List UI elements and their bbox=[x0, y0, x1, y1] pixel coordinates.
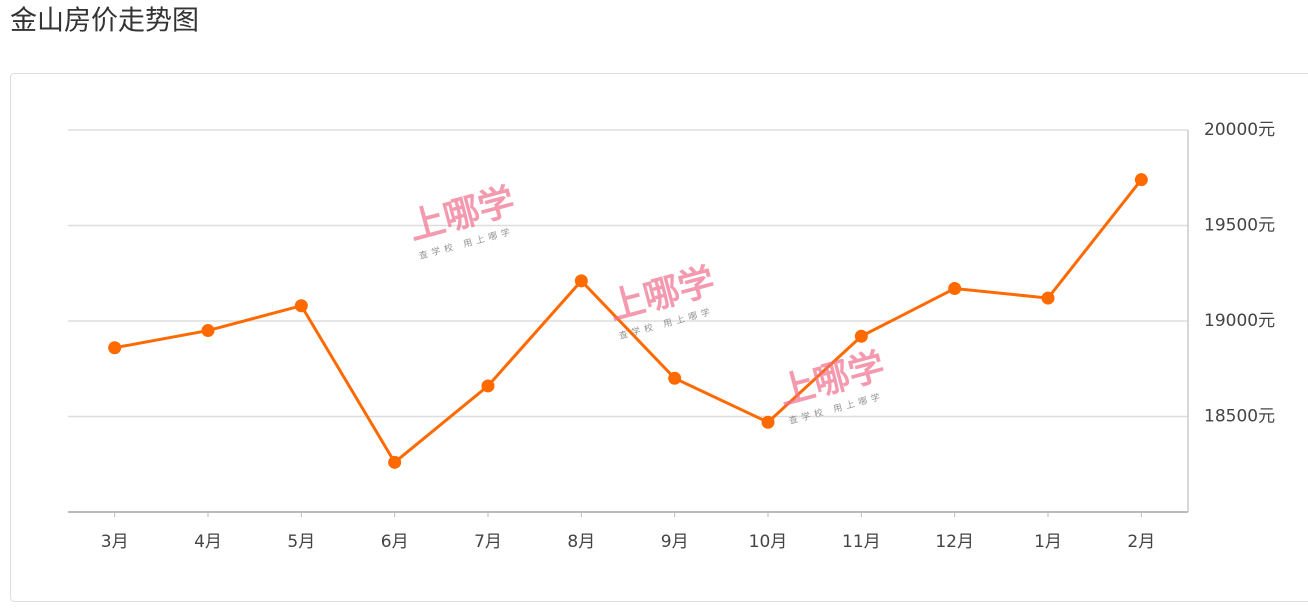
point bbox=[388, 455, 402, 469]
x-tick-label: 5月 bbox=[287, 532, 315, 552]
point bbox=[294, 299, 308, 313]
line bbox=[114, 178, 1143, 465]
y-tick-label: 19000元 bbox=[1204, 311, 1275, 331]
point bbox=[668, 371, 682, 385]
x-tick-label: 7月 bbox=[474, 532, 502, 552]
point bbox=[948, 282, 962, 296]
x-tick-label: 3月 bbox=[101, 532, 129, 552]
chart-title: 金山房价走势图 bbox=[10, 6, 199, 37]
x-tick-label: 11月 bbox=[842, 532, 881, 552]
x-tick-label: 1月 bbox=[1034, 532, 1062, 552]
x-tick-label: 2月 bbox=[1127, 532, 1155, 552]
y-tick-label: 19500元 bbox=[1204, 216, 1275, 236]
x-tick-label: 12月 bbox=[935, 532, 974, 552]
point bbox=[201, 324, 215, 338]
x-tick-label: 8月 bbox=[567, 532, 595, 552]
point bbox=[1041, 291, 1055, 305]
point bbox=[481, 379, 495, 393]
point bbox=[574, 274, 588, 288]
y-tick-label: 18500元 bbox=[1204, 407, 1275, 427]
point bbox=[761, 415, 775, 429]
point bbox=[1134, 173, 1148, 187]
x-tick-label: 4月 bbox=[194, 532, 222, 552]
card bbox=[10, 73, 1308, 602]
x-tick-label: 9月 bbox=[661, 532, 689, 552]
point bbox=[854, 329, 868, 343]
x-tick-label: 10月 bbox=[749, 532, 788, 552]
point bbox=[108, 341, 122, 355]
x-tick-label: 6月 bbox=[381, 532, 409, 552]
y-tick-label: 20000元 bbox=[1204, 120, 1275, 140]
